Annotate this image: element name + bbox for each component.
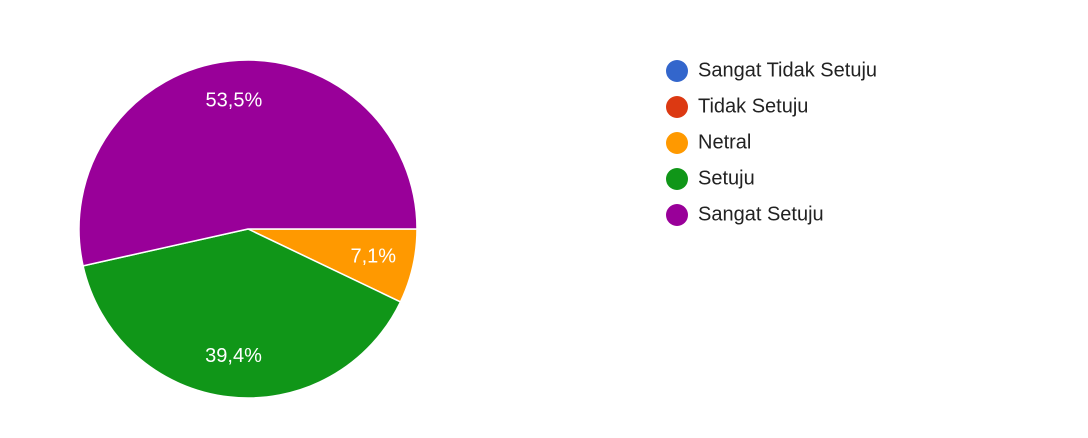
slice-label: 39,4% [205, 345, 262, 367]
legend-label: Setuju [698, 167, 755, 189]
slice-label: 7,1% [350, 246, 396, 268]
legend-marker [666, 60, 688, 82]
legend-marker [666, 132, 688, 154]
pie-slice [82, 228, 402, 399]
legend-label: Netral [698, 131, 751, 153]
slice-label: 53,5% [206, 90, 263, 112]
pie-slice [78, 59, 418, 267]
legend-label: Tidak Setuju [698, 95, 808, 117]
legend-marker [666, 204, 688, 226]
legend-label: Sangat Setuju [698, 203, 824, 225]
legend-marker [666, 168, 688, 190]
legend-label: Sangat Tidak Setuju [698, 59, 877, 81]
legend-marker [666, 96, 688, 118]
